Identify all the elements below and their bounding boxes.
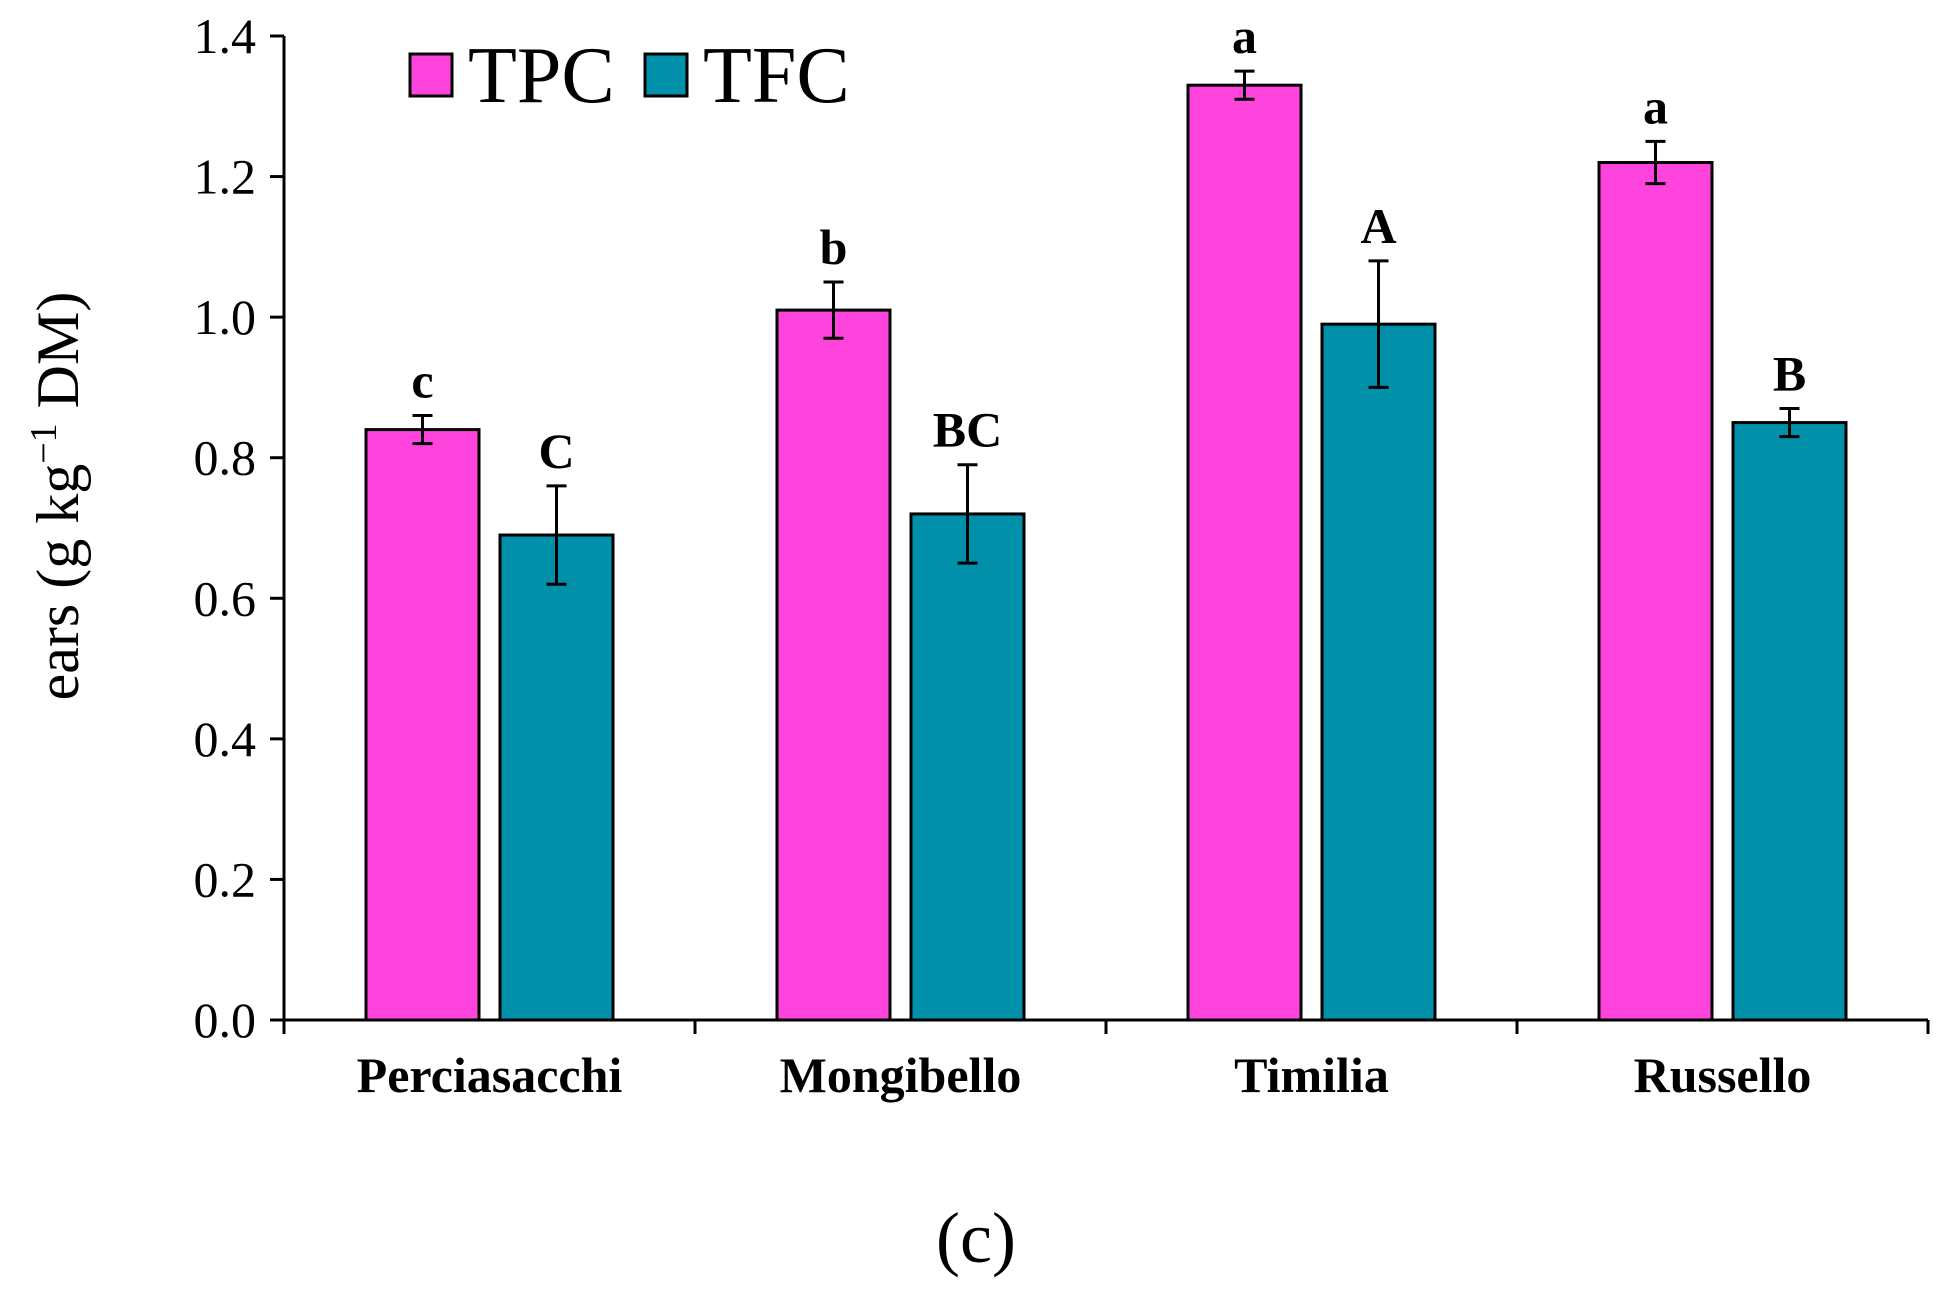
y-axis-title-tail: DM) xyxy=(25,292,91,424)
significance-label: a xyxy=(1232,8,1257,64)
legend-swatch-tpc xyxy=(408,52,454,98)
bars-layer: c Cb BC a Aa B xyxy=(364,8,1848,1022)
bar-tfc xyxy=(498,533,615,1022)
significance-label: B xyxy=(1773,346,1806,402)
bar-tfc xyxy=(1731,421,1848,1022)
bar-tfc xyxy=(909,512,1026,1022)
y-tick-label: 0.0 xyxy=(194,992,257,1048)
significance-label: C xyxy=(538,423,574,479)
significance-label: BC xyxy=(933,402,1002,458)
significance-label: c xyxy=(411,353,433,409)
y-axis-title-main: ears (g kg xyxy=(25,464,91,701)
bar-tpc xyxy=(1186,83,1303,1022)
y-tick-label: 0.8 xyxy=(194,430,257,486)
ticks-layer: 0.0 0.2 0.4 0.6 0.8 1.0 1.2 1.4 Perciasacchi Mong… xyxy=(194,8,1930,1103)
bar-tfc xyxy=(1320,322,1437,1022)
significance-label: a xyxy=(1643,78,1668,134)
y-tick-label: 0.6 xyxy=(194,570,257,626)
y-axis-title: ears (g kg−1 DM) xyxy=(23,292,91,701)
x-category-label: Russello xyxy=(1634,1047,1812,1103)
legend-label-tpc: TPC xyxy=(468,32,615,120)
y-tick-label: 0.4 xyxy=(194,711,257,767)
significance-label: A xyxy=(1360,198,1396,254)
legend: TPC TFC xyxy=(408,32,850,120)
y-tick-label: 0.2 xyxy=(194,851,257,907)
bar-tpc xyxy=(1597,161,1714,1022)
bar-tpc xyxy=(364,428,481,1022)
bar-tpc xyxy=(775,308,892,1022)
y-tick-label: 1.2 xyxy=(194,149,257,205)
x-category-label: Perciasacchi xyxy=(357,1047,623,1103)
x-category-label: Timilia xyxy=(1234,1047,1389,1103)
y-tick-label: 1.0 xyxy=(194,289,257,345)
y-tick-label: 1.4 xyxy=(194,8,257,64)
y-axis-title-superscript: −1 xyxy=(23,423,65,463)
legend-swatch-tfc xyxy=(643,52,689,98)
x-category-label: Mongibello xyxy=(780,1047,1022,1103)
legend-label-tfc: TFC xyxy=(703,32,850,120)
panel-label: (c) xyxy=(936,1198,1016,1278)
significance-label: b xyxy=(820,219,848,275)
